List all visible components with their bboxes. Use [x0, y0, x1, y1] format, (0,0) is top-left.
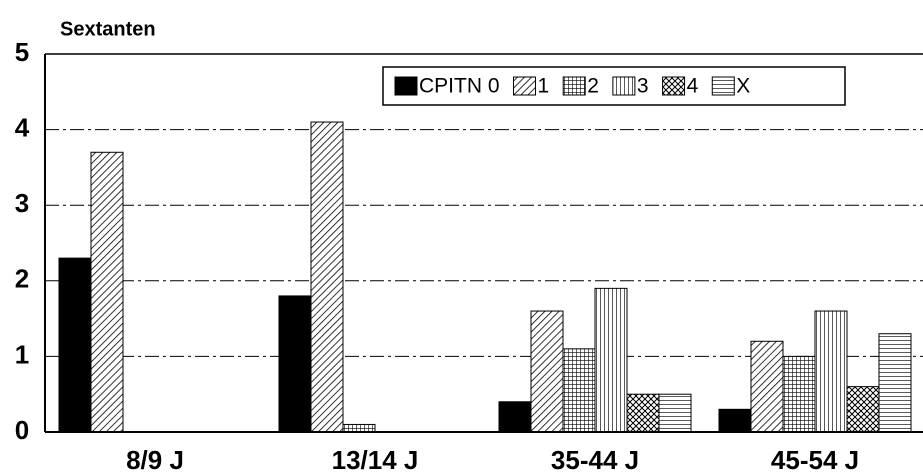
bar	[342, 423, 376, 433]
bar	[782, 355, 816, 433]
y-tick-label: 4	[15, 112, 30, 142]
bar	[626, 393, 660, 433]
y-tick-label: 2	[15, 264, 29, 294]
bar	[750, 340, 784, 433]
bar	[594, 287, 628, 433]
bar	[658, 393, 692, 433]
legend-swatch	[711, 76, 735, 96]
legend-label: CPITN 0	[419, 75, 500, 98]
y-tick-label: 1	[15, 339, 29, 369]
bar	[90, 151, 124, 433]
legend-swatch	[612, 76, 636, 96]
legend-label: 4	[687, 75, 699, 98]
bar	[878, 333, 912, 433]
y-axis-label: Sextanten	[60, 18, 156, 40]
y-tick-label: 3	[15, 188, 29, 218]
bar	[718, 408, 752, 433]
legend-label: 1	[538, 75, 550, 98]
y-tick-label: 5	[15, 37, 29, 67]
bar	[562, 348, 596, 433]
legend-swatch	[513, 76, 537, 96]
x-tick-label: 13/14 J	[332, 445, 419, 475]
legend-swatch	[394, 76, 418, 96]
y-tick-label: 0	[15, 415, 29, 445]
legend-swatch	[562, 76, 586, 96]
bar	[530, 310, 564, 433]
x-tick-label: 8/9 J	[126, 445, 184, 475]
legend-swatch	[662, 76, 686, 96]
bar	[278, 295, 312, 433]
bar	[814, 310, 848, 433]
x-tick-label: 45-54 J	[771, 445, 859, 475]
bar	[498, 401, 532, 433]
bar	[58, 257, 92, 433]
bar	[310, 121, 344, 433]
bar	[846, 386, 880, 433]
legend-label: X	[736, 75, 750, 98]
legend-label: 2	[587, 75, 599, 98]
x-tick-label: 35-44 J	[551, 445, 639, 475]
legend-label: 3	[637, 75, 649, 98]
